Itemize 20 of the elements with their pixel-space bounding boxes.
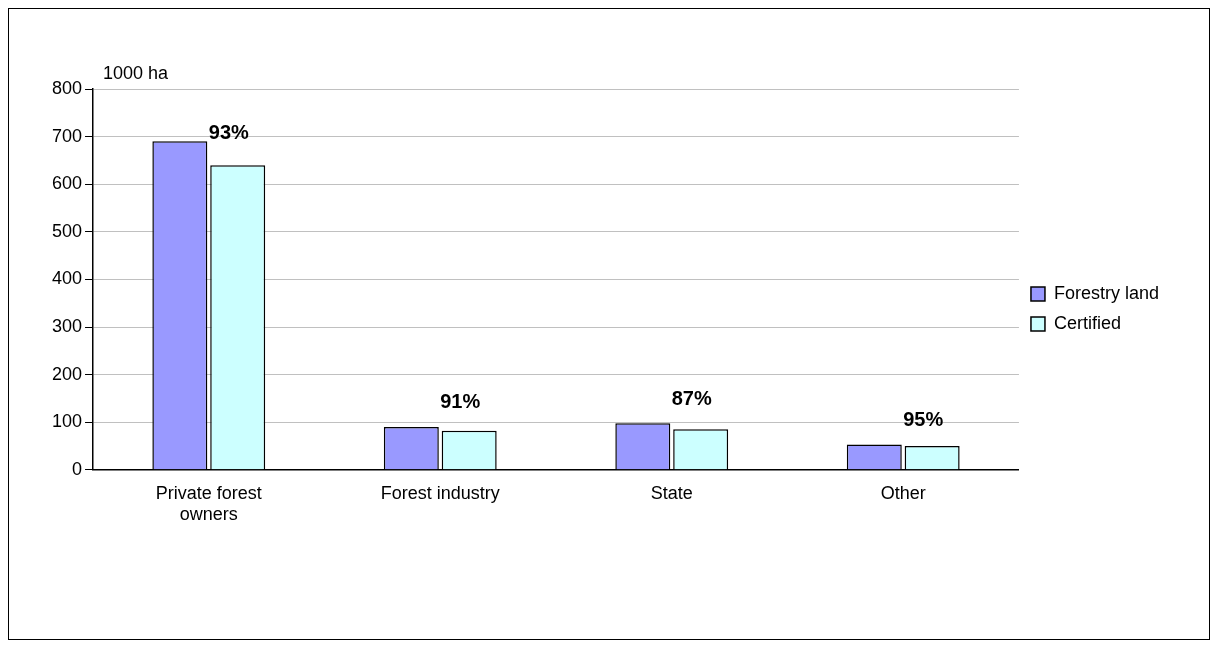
x-tick-label: Forest industry [380,482,500,503]
y-axis-title: 1000 ha [103,62,170,83]
x-tick-label: Private forest owners [155,482,262,525]
x-tick-label: Other [880,482,926,503]
annotation: 95% [903,408,944,431]
y-tick-label: 400 [51,268,83,289]
legend-label: Forestry land [1053,282,1160,303]
annotation: 93% [208,120,249,143]
y-tick-label: 200 [51,363,83,384]
y-tick-label: 700 [51,125,83,146]
annotation: 91% [440,390,481,413]
y-tick-label: 500 [51,220,83,241]
y-tick-label: 300 [51,315,83,336]
y-tick-label: 0 [72,458,83,479]
y-tick-label: 100 [51,411,83,432]
y-tick-label: 600 [51,173,83,194]
annotation: 87% [671,386,712,409]
y-tick-label: 800 [51,77,83,98]
legend-label: Certified [1053,312,1121,333]
x-tick-label: State [650,482,693,503]
